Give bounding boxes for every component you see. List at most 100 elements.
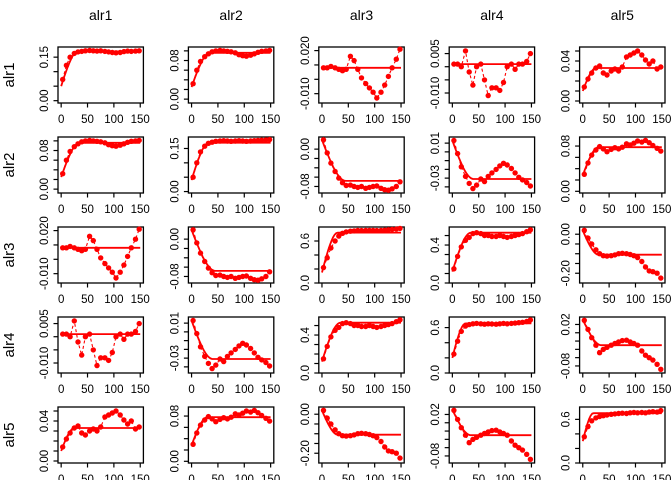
- panel-alr4-alr5: 0 50 100 150 -0.08 0.02: [561, 313, 672, 396]
- y-tick-label: 0.02: [561, 313, 573, 335]
- x-tick-label: 100: [235, 384, 254, 396]
- variogram-point: [266, 136, 273, 143]
- variogram-point: [382, 444, 388, 450]
- y-tick-label: 0.00: [300, 138, 312, 160]
- variogram-point: [266, 418, 273, 424]
- variogram-point: [82, 432, 89, 438]
- panel-alr5-alr1: 0 50 100 150 0.00 0.04: [39, 406, 150, 480]
- variogram-point: [71, 318, 78, 324]
- variogram-point: [75, 339, 81, 345]
- variogram-point: [358, 323, 365, 330]
- panel-box: [187, 46, 275, 104]
- panel-alr3-alr1: 0 50 100 150 -0.010 0.020: [39, 216, 150, 306]
- y-tick-label: -0.20: [561, 260, 573, 286]
- y-tick-label: 0.08: [39, 139, 51, 161]
- y-tick-label: -0.010: [39, 347, 51, 380]
- x-tick-label: 0: [188, 114, 194, 126]
- x-tick-label: 50: [342, 474, 355, 480]
- variogram-point: [516, 61, 522, 67]
- variogram-point: [454, 338, 461, 344]
- x-tick-label: 50: [472, 204, 485, 216]
- col-title-alr5: alr5: [611, 7, 635, 23]
- variogram-point: [458, 244, 464, 250]
- x-tick-label: 150: [131, 204, 150, 216]
- x-tick-label: 100: [235, 474, 254, 480]
- variogram-point: [213, 48, 219, 54]
- x-tick-label: 50: [212, 474, 225, 480]
- variogram-point: [508, 61, 515, 67]
- variogram-point: [113, 408, 119, 414]
- row-label-alr1: alr1: [1, 62, 18, 87]
- variogram-point: [397, 455, 403, 461]
- x-tick-label: 150: [131, 384, 150, 396]
- variogram-point: [366, 85, 373, 91]
- variogram-point: [504, 162, 510, 168]
- x-tick-label: 150: [261, 114, 280, 126]
- variogram-point: [481, 77, 488, 83]
- panel-box: [578, 136, 666, 194]
- panel-alr4-alr2: 0 50 100 150 -0.03 0.01: [169, 312, 280, 396]
- variogram-point: [585, 76, 591, 82]
- panel-alr5-alr3: 0 50 100 150 -0.20 0.00: [300, 403, 411, 480]
- empirical-dashed-line: [322, 139, 401, 191]
- variogram-point: [519, 177, 526, 183]
- variogram-point: [389, 320, 395, 327]
- variogram-point: [650, 357, 656, 363]
- variogram-point: [67, 54, 73, 60]
- x-tick-label: 150: [522, 114, 541, 126]
- variogram-point: [60, 76, 66, 83]
- variogram-point: [363, 80, 369, 87]
- variogram-point: [194, 430, 200, 436]
- variogram-point: [481, 232, 488, 239]
- variogram-point: [132, 236, 139, 242]
- variogram-point: [67, 430, 73, 436]
- y-tick-label: 0.6: [430, 320, 442, 336]
- y-tick-label: 0.00: [39, 89, 51, 111]
- panel-alr1-alr1: 0 50 100 150 0.00 0.15: [39, 46, 150, 126]
- variogram-point: [389, 65, 395, 71]
- panel-alr5-alr4: 0 50 100 150 -0.08 0.02: [430, 403, 541, 480]
- variogram-point: [121, 262, 127, 268]
- model-sill-line: [321, 139, 401, 182]
- col-title-alr1: alr1: [89, 7, 113, 23]
- x-tick-label: 150: [522, 384, 541, 396]
- panel-box: [187, 406, 275, 464]
- variogram-point: [639, 348, 645, 354]
- y-tick-label: 0.04: [561, 49, 573, 72]
- y-tick-label: 0.0: [430, 275, 442, 291]
- x-tick-label: 100: [495, 384, 514, 396]
- variogram-point: [493, 166, 499, 173]
- variogram-point: [454, 253, 461, 260]
- empirical-dashed-line: [192, 320, 270, 370]
- variogram-point: [67, 148, 73, 155]
- x-tick-label: 150: [391, 204, 410, 216]
- x-tick-label: 150: [261, 294, 280, 306]
- model-sill-line: [190, 229, 271, 272]
- variogram-point: [117, 331, 123, 337]
- variogram-point: [82, 138, 89, 144]
- variogram-point: [228, 414, 234, 420]
- panel-alr2-alr1: 0 50 100 150 0.00 0.08: [39, 136, 150, 216]
- variogram-point: [336, 324, 342, 331]
- variogram-point: [462, 173, 469, 180]
- variogram-point: [593, 342, 599, 348]
- variogram-point: [596, 350, 603, 356]
- y-tick-label: 0.6: [300, 233, 312, 249]
- panel-box: [448, 316, 536, 374]
- variogram-point: [190, 441, 196, 447]
- variogram-point: [473, 182, 480, 188]
- variogram-point: [98, 48, 104, 54]
- variogram-point: [60, 171, 66, 177]
- panel-box: [57, 46, 145, 104]
- variogram-point: [658, 148, 664, 154]
- variogram-point: [397, 317, 403, 323]
- variogram-point: [190, 81, 196, 87]
- panel-alr5-alr5: 0 50 100 150 0.0 0.6: [561, 406, 671, 480]
- variogram-point: [604, 412, 610, 418]
- x-tick-label: 50: [342, 114, 355, 126]
- y-tick-label: 0.005: [39, 309, 51, 338]
- x-tick-label: 100: [235, 114, 254, 126]
- variogram-point: [202, 417, 208, 423]
- variogram-point: [132, 328, 139, 335]
